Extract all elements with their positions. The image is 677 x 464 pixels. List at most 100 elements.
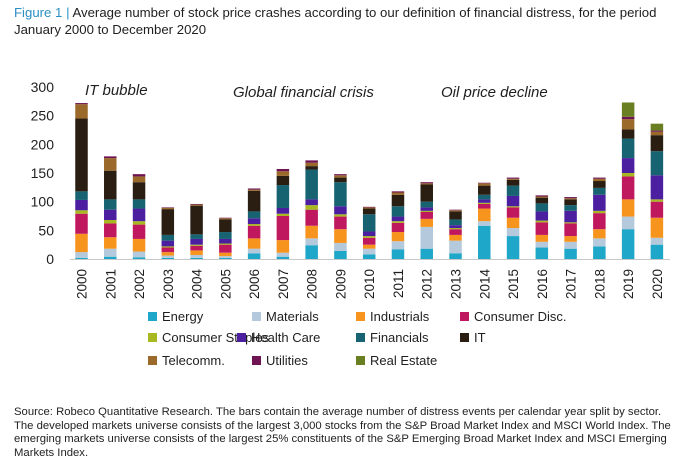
bar-segment	[362, 206, 376, 208]
bar-segment	[247, 225, 261, 239]
legend-label: Telecomm.	[162, 353, 225, 368]
bar-segment	[219, 217, 232, 219]
bar-segment	[104, 199, 117, 210]
bar-segment	[362, 231, 376, 237]
bar-segment	[449, 253, 462, 259]
bar-segment	[449, 210, 462, 212]
bar-segment	[564, 210, 577, 223]
bar-segment	[104, 170, 117, 200]
y-tick-label: 100	[31, 194, 55, 210]
annotation-label: Global financial crisis	[233, 84, 374, 101]
bar-segment	[478, 203, 491, 209]
bar-segment	[478, 208, 491, 222]
bar-segment	[593, 229, 606, 239]
legend-label: Financials	[370, 330, 429, 345]
bar-segment	[535, 247, 549, 259]
bar-segment	[161, 255, 175, 258]
bar-segment	[132, 182, 146, 200]
bar-segment	[334, 206, 347, 215]
bar-segment	[420, 210, 433, 212]
bar-segment	[391, 249, 405, 259]
bar-segment	[391, 206, 405, 217]
x-tick-label: 2016	[535, 269, 550, 299]
bar-segment	[621, 173, 635, 177]
bar-segment	[506, 228, 520, 237]
bar-segment	[219, 252, 232, 257]
x-tick-label: 2004	[190, 269, 205, 300]
bar-segment	[449, 229, 462, 235]
legend-swatch	[356, 333, 365, 342]
bar-segment	[132, 176, 146, 183]
bar-segment	[219, 238, 232, 244]
bar-segment	[190, 205, 203, 235]
bar-segment	[276, 240, 290, 253]
bar-segment	[564, 205, 577, 211]
bar-segment	[478, 225, 491, 259]
bar-segment	[276, 171, 290, 176]
bar-segment	[334, 214, 347, 217]
bar-segment	[247, 238, 261, 249]
bar-segment	[219, 257, 232, 259]
y-tick-label: 200	[31, 136, 55, 152]
bar-segment	[190, 238, 203, 245]
annotations: IT bubble Global financial crisis Oil pric…	[85, 82, 548, 101]
legend-label: Industrials	[370, 309, 430, 324]
bar-segment	[362, 244, 376, 249]
legend-swatch	[148, 356, 157, 365]
bar-segment	[104, 237, 117, 249]
bar-segment	[650, 237, 664, 245]
bar-segment	[161, 240, 175, 247]
bar-segment	[276, 168, 290, 172]
bar-segment	[650, 199, 664, 202]
bar-segment	[362, 237, 376, 245]
bar-segment	[305, 166, 318, 170]
legend-swatch	[460, 333, 469, 342]
bar-segment	[190, 250, 203, 255]
bar-segment	[593, 210, 606, 214]
bar-segment	[564, 198, 577, 200]
bar-segment	[276, 252, 290, 257]
bar-segment	[449, 209, 462, 211]
bar-segment	[535, 220, 549, 223]
bar-segment	[593, 238, 606, 247]
bar-segment	[305, 245, 318, 259]
bar-segment	[75, 191, 88, 200]
x-tick-label: 2001	[103, 269, 118, 299]
bar-segment	[449, 225, 462, 229]
bar-segment	[650, 130, 664, 132]
bar-segment	[104, 209, 117, 221]
figure-caption: Average number of stock price crashes ac…	[14, 5, 657, 37]
bar-segment	[621, 129, 635, 139]
bar-segment	[104, 156, 117, 159]
legend-swatch	[148, 312, 157, 321]
bar-segment	[564, 236, 577, 242]
legend-swatch	[252, 356, 261, 365]
bar-segment	[161, 209, 175, 235]
bar-segment	[305, 160, 318, 163]
bar-segment	[305, 162, 318, 167]
bar-segment	[247, 189, 261, 191]
bar-segment	[506, 185, 520, 196]
bar-segment	[132, 224, 146, 239]
bar-segment	[420, 248, 433, 259]
bar-segment	[391, 191, 405, 193]
bar-segment	[334, 177, 347, 183]
bar-segment	[478, 199, 491, 203]
bar-segment	[650, 201, 664, 218]
bar-segment	[506, 178, 520, 180]
bar-segment	[219, 256, 232, 258]
bar-segment	[621, 216, 635, 230]
bar-segment	[535, 222, 549, 235]
bar-segment	[420, 226, 433, 249]
bar-segment	[75, 104, 88, 119]
bar-segment	[104, 223, 117, 238]
x-tick-label: 2013	[449, 269, 464, 299]
bar-segment	[334, 182, 347, 207]
bar-segment	[621, 229, 635, 259]
bar-segment	[391, 221, 405, 223]
annotation-label: IT bubble	[85, 82, 148, 99]
bar-segment	[219, 218, 232, 220]
bar-segment	[506, 206, 520, 208]
bar-segment	[564, 199, 577, 206]
y-tick-label: 150	[31, 165, 55, 181]
